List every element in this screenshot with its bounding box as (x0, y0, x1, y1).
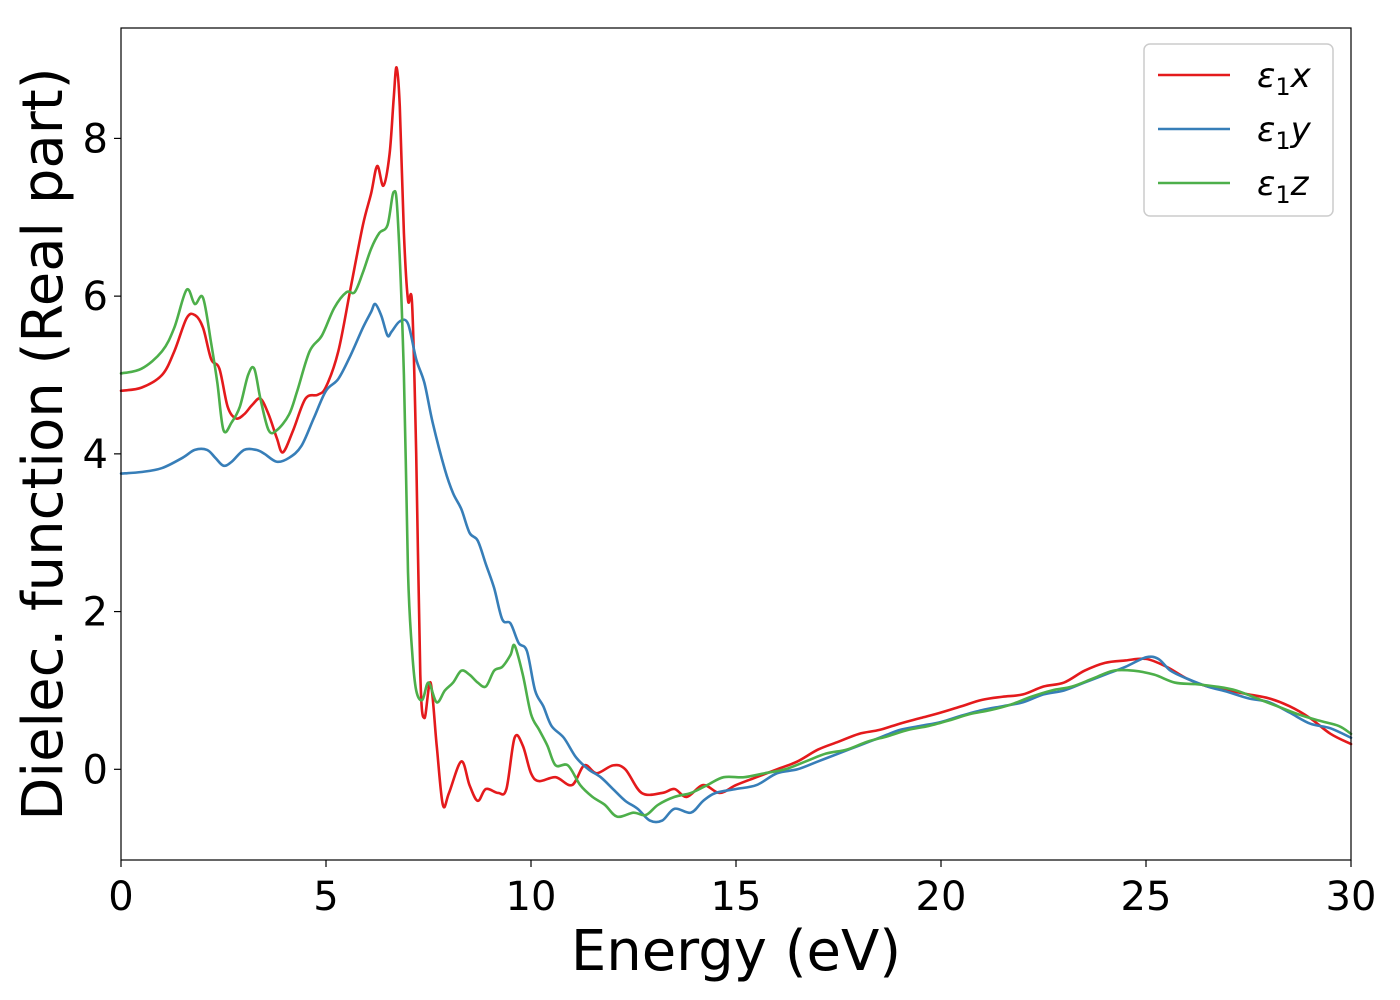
y-tick-label: 8 (83, 116, 108, 162)
x-axis-ticks: 0 5 10 15 20 25 30 (108, 860, 1376, 920)
x-tick-label: 20 (916, 874, 967, 920)
x-tick-label: 0 (108, 874, 133, 920)
y-tick-label: 6 (83, 274, 108, 320)
y-tick-label: 2 (83, 590, 108, 636)
legend-label-y: ε1y (1257, 110, 1312, 155)
x-tick-label: 15 (711, 874, 762, 920)
y-tick-label: 0 (83, 747, 108, 793)
legend-label-z: ε1z (1257, 164, 1310, 209)
y-axis-ticks: 0 2 4 6 8 (83, 116, 121, 793)
x-tick-label: 30 (1326, 874, 1377, 920)
legend-box (1143, 43, 1334, 217)
series-layer (119, 66, 1353, 824)
x-tick-label: 10 (506, 874, 557, 920)
y-tick-label: 4 (83, 432, 108, 478)
legend: ε1x ε1y ε1z (1143, 43, 1334, 217)
series-line-x (119, 66, 1353, 809)
y-axis-label: Dielec. function (Real part) (11, 67, 76, 820)
legend-label-x: ε1x (1257, 56, 1312, 101)
series-line-z (119, 189, 1353, 819)
x-tick-label: 5 (313, 874, 338, 920)
x-axis-label: Energy (eV) (571, 919, 901, 984)
series-line-y (119, 302, 1353, 824)
x-tick-label: 25 (1121, 874, 1172, 920)
